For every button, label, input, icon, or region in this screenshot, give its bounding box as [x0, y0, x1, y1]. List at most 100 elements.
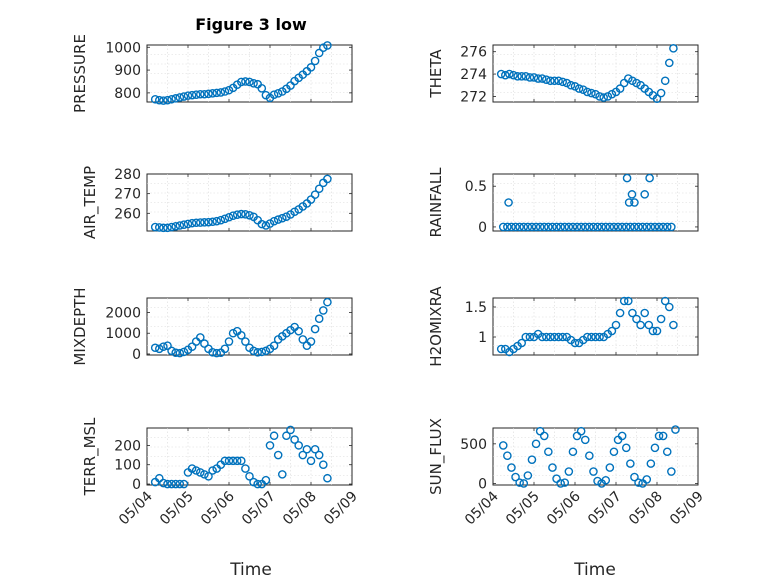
- subplot-air-temp: 260 270 280 AIR_TEMP: [81, 166, 353, 239]
- data-point: [298, 335, 308, 344]
- data-point: [265, 441, 275, 450]
- data-point: [505, 69, 514, 79]
- data-point: [558, 332, 568, 342]
- data-point: [496, 344, 506, 354]
- y-tick-label: 0: [478, 476, 487, 492]
- data-point: [241, 77, 250, 86]
- data-point: [171, 94, 180, 103]
- data-point: [257, 347, 267, 357]
- data-point: [167, 479, 176, 489]
- data-point: [204, 89, 213, 99]
- data-point: [245, 472, 254, 481]
- data-point: [208, 217, 217, 227]
- data-point: [601, 475, 611, 485]
- figure-title: Figure 3 low: [195, 15, 307, 34]
- data-point: [642, 475, 652, 484]
- data-point: [622, 173, 632, 183]
- data-point: [617, 431, 627, 441]
- data-point: [294, 326, 304, 336]
- data-point: [314, 48, 324, 58]
- data-point: [504, 198, 513, 207]
- data-point: [195, 89, 205, 99]
- data-point: [269, 341, 279, 350]
- x-tick-label: 05/06: [544, 488, 584, 528]
- data-point: [626, 222, 635, 232]
- subplot-mixdepth: 0 1000 2000 MIXDEPTH: [71, 287, 353, 366]
- data-point: [665, 302, 674, 312]
- data-point: [208, 348, 217, 357]
- data-point: [568, 447, 578, 457]
- data-point: [249, 477, 258, 487]
- data-point: [269, 431, 279, 441]
- y-tick-label: 276: [460, 45, 487, 61]
- data-point: [523, 222, 533, 232]
- data-point: [195, 468, 205, 477]
- data-point: [507, 463, 516, 472]
- data-point: [644, 320, 654, 330]
- data-point: [645, 173, 654, 183]
- data-point: [167, 222, 176, 232]
- data-point: [605, 222, 615, 232]
- data-point: [220, 344, 230, 354]
- data-point: [228, 211, 238, 220]
- data-point: [323, 297, 332, 307]
- data-point: [171, 348, 180, 358]
- data-point: [187, 218, 197, 228]
- x-tick-label: 05/06: [198, 488, 238, 528]
- data-point: [667, 222, 676, 232]
- data-point: [542, 75, 551, 84]
- data-point: [314, 450, 324, 460]
- data-point: [662, 222, 672, 232]
- data-point: [154, 344, 164, 354]
- data-point: [509, 70, 518, 80]
- data-point: [583, 332, 592, 342]
- data-point: [175, 348, 185, 358]
- data-point: [539, 222, 549, 232]
- data-point: [302, 444, 312, 454]
- data-point: [241, 464, 250, 473]
- data-point: [669, 320, 678, 330]
- y-tick-label: 100: [114, 458, 141, 474]
- data-point: [224, 212, 234, 222]
- data-point: [564, 467, 574, 476]
- data-point: [277, 213, 287, 223]
- data-point: [548, 222, 557, 232]
- y-axis-label: RAINFALL: [427, 167, 445, 238]
- data-point: [564, 222, 574, 232]
- y-tick-label: 260: [114, 206, 141, 222]
- data-point: [560, 222, 570, 232]
- data-point: [269, 90, 279, 100]
- data-point: [665, 58, 674, 68]
- data-point: [658, 222, 668, 232]
- y-tick-label: 274: [460, 67, 487, 83]
- data-point: [236, 77, 246, 87]
- data-point: [585, 222, 594, 232]
- y-axis-label: TERR_MSL: [81, 417, 100, 496]
- data-point: [519, 222, 529, 232]
- data-point: [286, 425, 295, 435]
- data-point: [154, 95, 164, 105]
- data-point: [171, 221, 180, 231]
- data-point: [531, 222, 541, 232]
- data-point: [257, 219, 267, 229]
- data-point: [654, 222, 664, 232]
- data-point: [531, 439, 541, 449]
- data-point: [154, 223, 164, 232]
- data-point: [294, 441, 304, 450]
- y-tick-label: 1000: [105, 326, 141, 342]
- data-point: [195, 218, 205, 227]
- data-point: [648, 326, 658, 336]
- data-point: [513, 71, 522, 81]
- data-point: [310, 324, 320, 334]
- data-point: [228, 328, 238, 338]
- data-point: [527, 455, 537, 464]
- data-point: [632, 314, 641, 324]
- data-point: [658, 431, 668, 441]
- x-tick-label: 05/05: [157, 489, 197, 529]
- data-point: [498, 441, 508, 450]
- y-axis-label: THETA: [427, 49, 445, 99]
- data-point: [615, 308, 625, 318]
- data-point: [537, 332, 547, 342]
- data-point: [576, 426, 586, 436]
- data-point: [624, 74, 633, 83]
